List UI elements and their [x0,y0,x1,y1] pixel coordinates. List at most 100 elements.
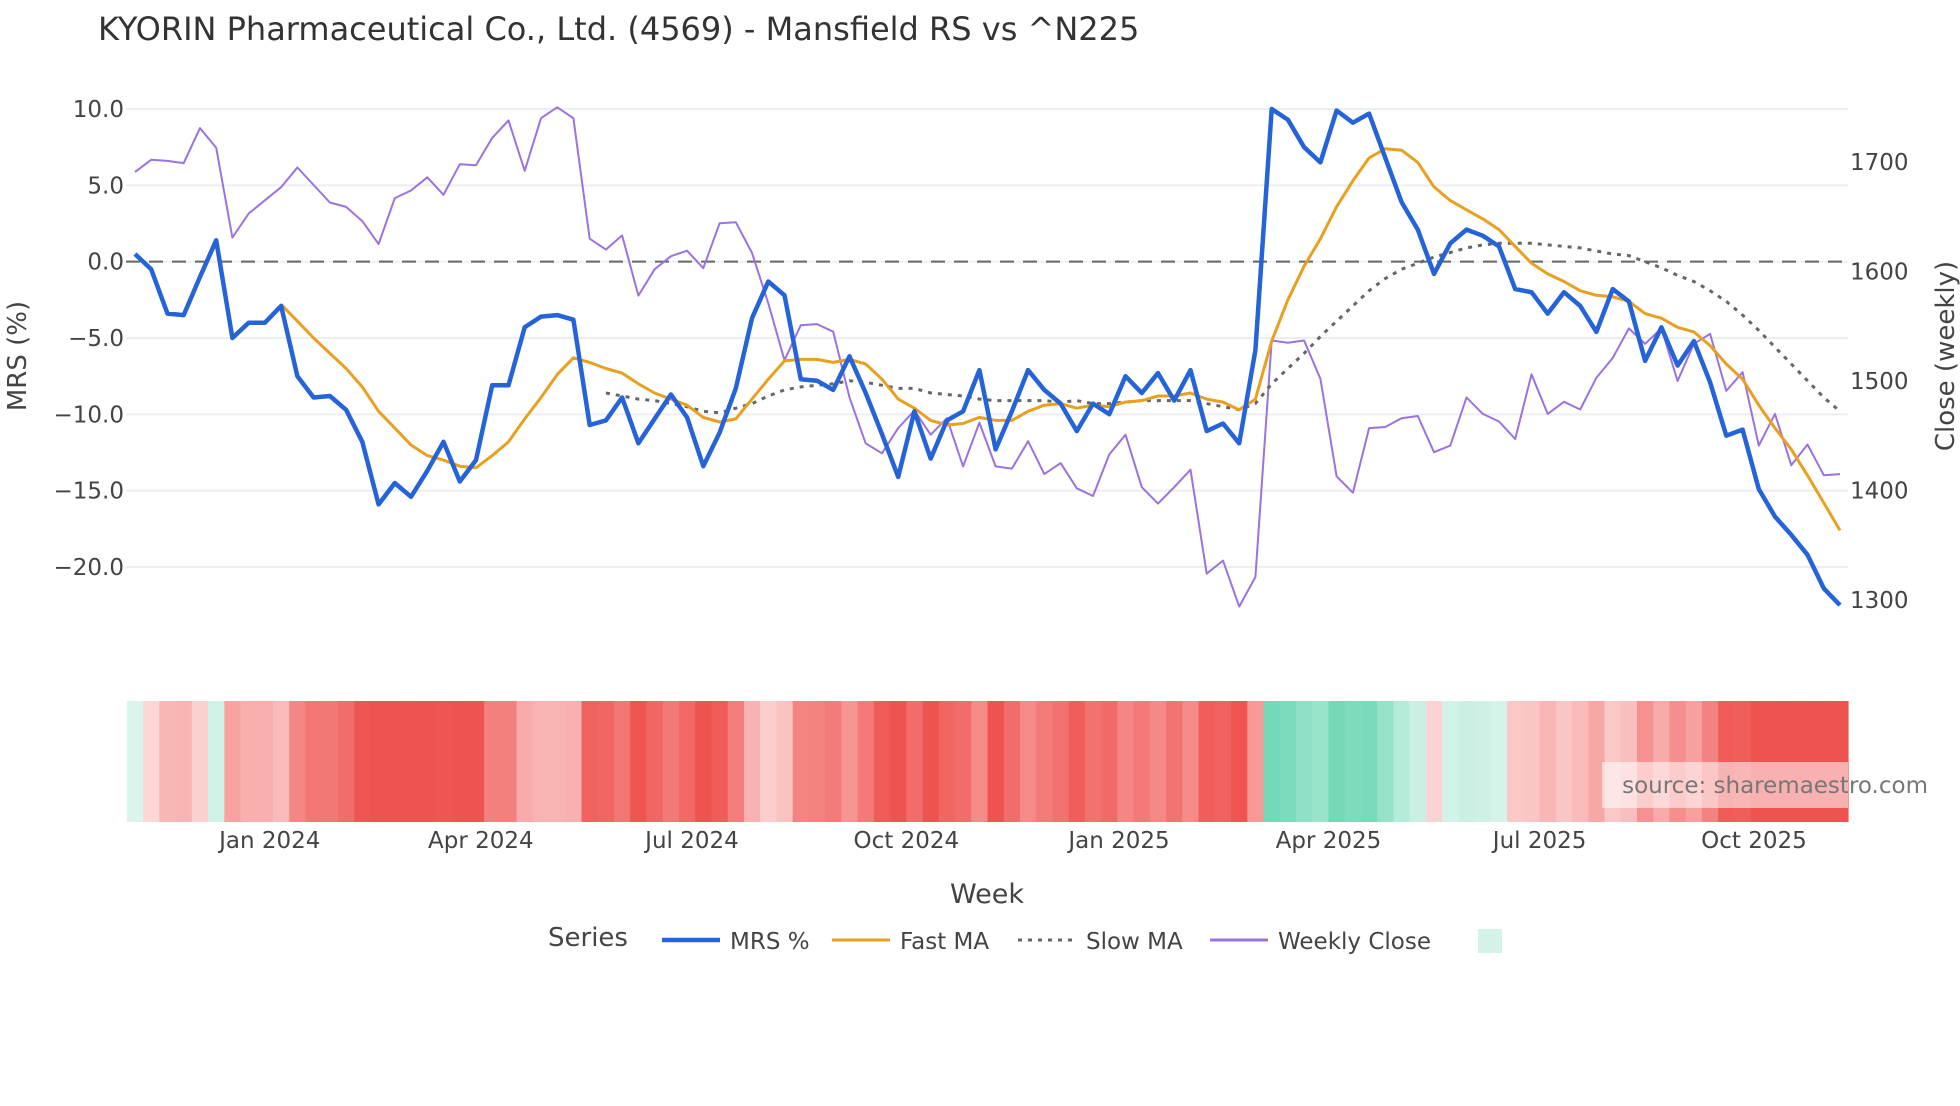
heatmap-cell [776,701,794,822]
heatmap-cell [1393,701,1411,822]
heatmap-cell [743,701,761,822]
heatmap-cell [841,701,859,822]
y2-tick-label: 1300 [1850,588,1909,614]
heatmap-cell [1214,701,1232,822]
heatmap-cell [727,701,745,822]
heatmap-cell [337,701,355,822]
heatmap-cell [1523,701,1541,822]
y2-axis-label: Close (weekly) [1931,261,1960,451]
y-tick-label: −15.0 [54,479,124,505]
heatmap-cell [646,701,664,822]
heatmap-cell [1084,701,1102,822]
heatmap-cell [1442,701,1460,822]
heatmap-cell [597,701,615,822]
heatmap-cell [1474,701,1492,822]
heatmap-cell [419,701,437,822]
x-tick-label: Jul 2025 [1491,828,1587,854]
heatmap-cell [159,701,177,822]
legend-heatmap-swatch[interactable] [1478,929,1502,953]
heatmap-cell [143,701,160,822]
heatmap-cell [792,701,810,822]
heatmap-cell [1555,701,1573,822]
legend-label: Slow MA [1086,929,1183,955]
heatmap-cell [289,701,307,822]
heatmap-cell [516,701,534,822]
heatmap-cell [890,701,907,822]
x-tick-label: Apr 2025 [1276,828,1382,854]
heatmap-cell [256,701,274,822]
heatmap-cell [1490,701,1508,822]
watermark-bg [1602,762,1848,808]
heatmap-cell [1572,701,1589,822]
legend: Series MRS % Fast MA Slow MA Weekly Close [548,923,1502,955]
x-axis-label: Week [950,879,1024,910]
heatmap-cell [370,701,388,822]
heatmap-cell [614,701,631,822]
heatmap-cell [938,701,956,822]
y-axis-label: MRS (%) [3,301,33,411]
heatmap-cell [354,701,372,822]
heatmap-cell [1068,701,1086,822]
heatmap-cell [825,701,842,822]
series-line-fast-ma [280,147,1842,532]
heatmap-cell [1458,701,1476,822]
heatmap-cell [1312,701,1330,822]
y-tick-label: 10.0 [73,97,124,123]
heatmap-cell [971,701,989,822]
heatmap-cell [662,701,680,822]
heatmap-cell [1036,701,1054,822]
heatmap-cell [1198,701,1216,822]
heatmap-cell [191,701,209,822]
heatmap-cell [1231,701,1248,822]
heatmap-cell [922,701,940,822]
series-line-slow-ma [605,241,1841,415]
chart-title: KYORIN Pharmaceutical Co., Ltd. (4569) -… [98,10,1139,48]
y-tick-label: 5.0 [87,173,124,199]
x-tick-label: Oct 2025 [1701,828,1807,854]
heatmap-cell [711,701,729,822]
heatmap-cell [906,701,924,822]
heatmap-cell [126,701,144,822]
heatmap-cell [1263,701,1281,822]
legend-label: Weekly Close [1278,929,1431,955]
x-tick-label: Oct 2024 [853,828,959,854]
legend-item[interactable]: Slow MA [1018,929,1183,955]
heatmap-cell [1344,701,1362,822]
y2-axis-ticks: 1700 1600 1500 1400 1300 [1850,150,1909,614]
heatmap-cell [208,701,225,822]
x-tick-label: Jul 2024 [643,828,739,854]
heatmap-cell [1296,701,1313,822]
heatmap-cell [1425,701,1443,822]
heatmap-cell [484,701,501,822]
legend-title: Series [548,923,628,953]
legend-label: Fast MA [900,929,989,955]
heatmap-cell [1052,701,1070,822]
y-tick-label: 0.0 [87,250,124,276]
heatmap-strip [126,701,1849,822]
heatmap-cell [808,701,826,822]
x-tick-label: Jan 2024 [217,828,320,854]
heatmap-cell [1247,701,1265,822]
legend-item[interactable]: Fast MA [832,929,989,955]
heatmap-cell [955,701,972,822]
legend-label: MRS % [730,929,810,955]
heatmap-cell [402,701,420,822]
legend-item[interactable]: MRS % [662,929,810,955]
heatmap-cell [1279,701,1297,822]
y-axis-ticks: 10.0 5.0 0.0 −5.0 −10.0 −15.0 −20.0 [54,97,124,581]
y-tick-label: −20.0 [54,555,124,581]
heatmap-cell [873,701,891,822]
heatmap-cell [1328,701,1346,822]
y2-tick-label: 1600 [1850,260,1909,286]
heatmap-cell [532,701,550,822]
y-tick-label: −10.0 [54,402,124,428]
heatmap-cell [386,701,404,822]
legend-item[interactable]: Weekly Close [1210,929,1431,955]
heatmap-cell [565,701,583,822]
y-tick-label: −5.0 [68,326,124,352]
heatmap-cell [305,701,323,822]
heatmap-cell [987,701,1005,822]
series-lines [133,106,1842,608]
heatmap-cell [273,701,290,822]
